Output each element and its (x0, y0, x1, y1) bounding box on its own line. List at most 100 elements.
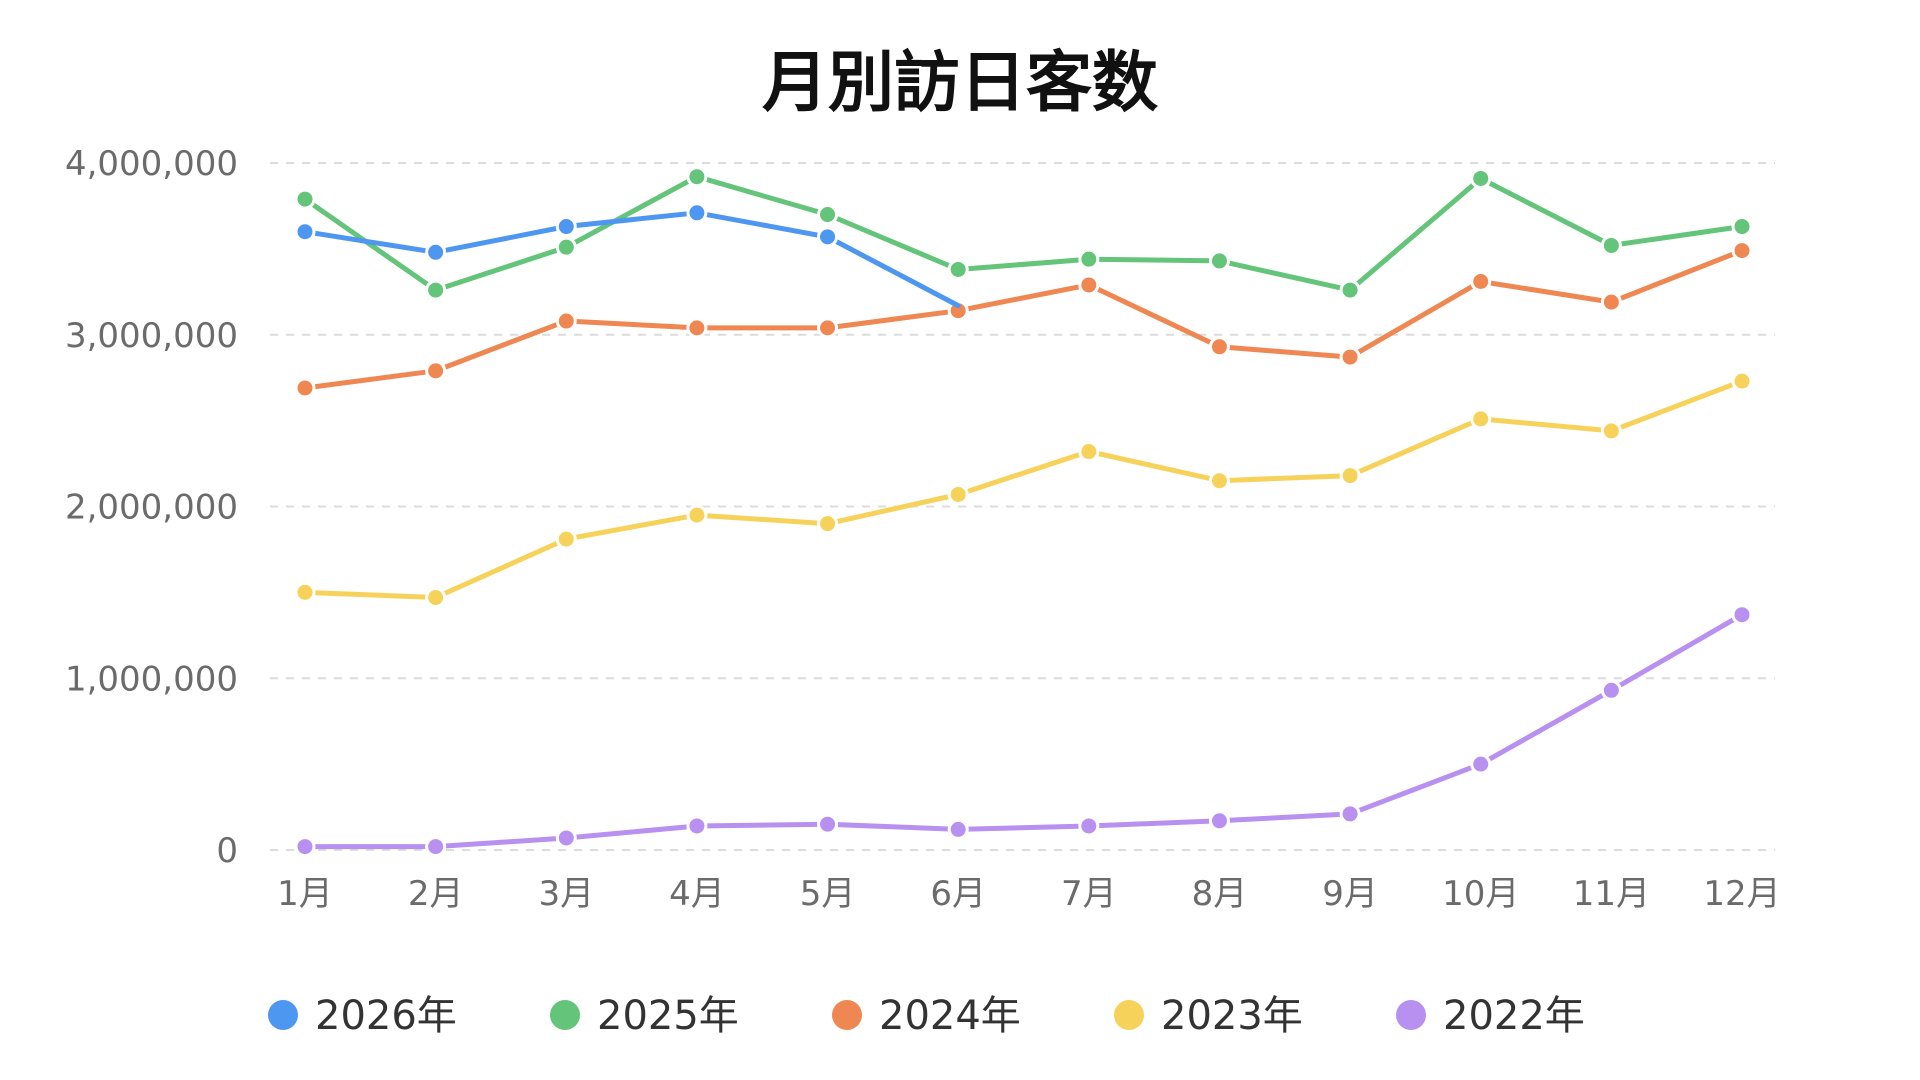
data-point[interactable] (686, 202, 708, 224)
data-point[interactable] (1339, 346, 1361, 368)
data-point[interactable] (817, 317, 839, 339)
series-layer (294, 166, 1753, 858)
legend-label: 2026年 (315, 993, 457, 1039)
data-point[interactable] (294, 188, 316, 210)
legend-item[interactable]: 2024年 (832, 993, 1021, 1039)
legend-item[interactable]: 2026年 (268, 993, 457, 1039)
legend-label: 2024年 (879, 993, 1021, 1039)
data-point[interactable] (1339, 279, 1361, 301)
data-point[interactable] (947, 258, 969, 280)
grid-layer (270, 162, 1775, 851)
data-point[interactable] (947, 483, 969, 505)
data-point[interactable] (425, 279, 447, 301)
data-point[interactable] (1731, 240, 1753, 262)
data-point[interactable] (294, 221, 316, 243)
series-line (302, 174, 1745, 293)
data-point[interactable] (1208, 336, 1230, 358)
data-point[interactable] (1339, 803, 1361, 825)
legend-label: 2025年 (597, 993, 739, 1039)
data-point[interactable] (1600, 679, 1622, 701)
data-point[interactable] (686, 815, 708, 837)
series-2024年 (294, 240, 1753, 399)
y-tick-label: 3,000,000 (65, 316, 238, 356)
data-point[interactable] (555, 216, 577, 238)
y-tick-label: 0 (216, 831, 238, 871)
series-2022年 (294, 604, 1753, 858)
x-tick-label: 8月 (1192, 874, 1248, 914)
x-axis-ticks: 1月 2月 3月 4月 5月 6月 7月 8月 9月 10月 11月 12月 (277, 874, 1780, 914)
x-tick-label: 11月 (1573, 874, 1650, 914)
data-point[interactable] (1470, 408, 1492, 430)
series-line (302, 378, 1745, 600)
data-point[interactable] (294, 377, 316, 399)
data-point[interactable] (817, 226, 839, 248)
legend-marker (1114, 1000, 1144, 1030)
x-tick-label: 10月 (1442, 874, 1519, 914)
data-point[interactable] (1731, 370, 1753, 392)
data-point[interactable] (817, 204, 839, 226)
data-point[interactable] (1731, 604, 1753, 626)
y-tick-label: 1,000,000 (65, 659, 238, 699)
data-point[interactable] (555, 528, 577, 550)
data-point[interactable] (1208, 810, 1230, 832)
data-point[interactable] (817, 813, 839, 835)
data-point[interactable] (555, 310, 577, 332)
y-tick-label: 4,000,000 (65, 144, 238, 184)
data-point[interactable] (817, 513, 839, 535)
data-point[interactable] (1208, 250, 1230, 272)
series-2025年 (294, 166, 1753, 301)
legend-marker (268, 1000, 298, 1030)
data-point[interactable] (1470, 271, 1492, 293)
legend-item[interactable]: 2022年 (1396, 993, 1585, 1039)
x-tick-label: 6月 (930, 874, 986, 914)
data-point[interactable] (1339, 465, 1361, 487)
series-line (302, 248, 1745, 391)
x-tick-label: 4月 (669, 874, 725, 914)
x-tick-label: 2月 (408, 874, 464, 914)
legend-item[interactable]: 2023年 (1114, 993, 1303, 1039)
data-point[interactable] (425, 587, 447, 609)
legend-item[interactable]: 2025年 (550, 993, 739, 1039)
legend-marker (832, 1000, 862, 1030)
chart-title: 月別訪日客数 (762, 44, 1158, 121)
x-tick-label: 7月 (1061, 874, 1117, 914)
data-point[interactable] (294, 836, 316, 858)
x-tick-label: 5月 (800, 874, 856, 914)
data-point[interactable] (947, 818, 969, 840)
series-line (302, 210, 961, 309)
data-point[interactable] (1208, 470, 1230, 492)
legend-marker (1396, 1000, 1426, 1030)
data-point[interactable] (1470, 753, 1492, 775)
data-point[interactable] (1731, 216, 1753, 238)
data-point[interactable] (555, 236, 577, 258)
data-point[interactable] (294, 581, 316, 603)
data-point[interactable] (555, 827, 577, 849)
data-point[interactable] (686, 317, 708, 339)
data-point[interactable] (1078, 815, 1100, 837)
y-tick-label: 2,000,000 (65, 488, 238, 528)
legend-marker (550, 1000, 580, 1030)
data-point[interactable] (1600, 234, 1622, 256)
x-tick-label: 3月 (538, 874, 594, 914)
data-point[interactable] (425, 836, 447, 858)
data-point[interactable] (425, 360, 447, 382)
x-tick-label: 1月 (277, 874, 333, 914)
data-point[interactable] (686, 504, 708, 526)
legend-label: 2023年 (1161, 993, 1303, 1039)
data-point[interactable] (1078, 248, 1100, 270)
x-tick-label: 9月 (1322, 874, 1378, 914)
data-point[interactable] (425, 241, 447, 263)
series-line (302, 612, 1745, 850)
data-point[interactable] (686, 166, 708, 188)
data-point[interactable] (1600, 291, 1622, 313)
data-point[interactable] (1470, 167, 1492, 189)
data-point[interactable] (1078, 274, 1100, 296)
legend-label: 2022年 (1443, 993, 1585, 1039)
data-point[interactable] (947, 300, 969, 322)
data-point[interactable] (1078, 441, 1100, 463)
data-point[interactable] (1600, 420, 1622, 442)
y-axis-ticks: 0 1,000,000 2,000,000 3,000,000 4,000,000 (65, 144, 238, 871)
series-2023年 (294, 370, 1753, 609)
